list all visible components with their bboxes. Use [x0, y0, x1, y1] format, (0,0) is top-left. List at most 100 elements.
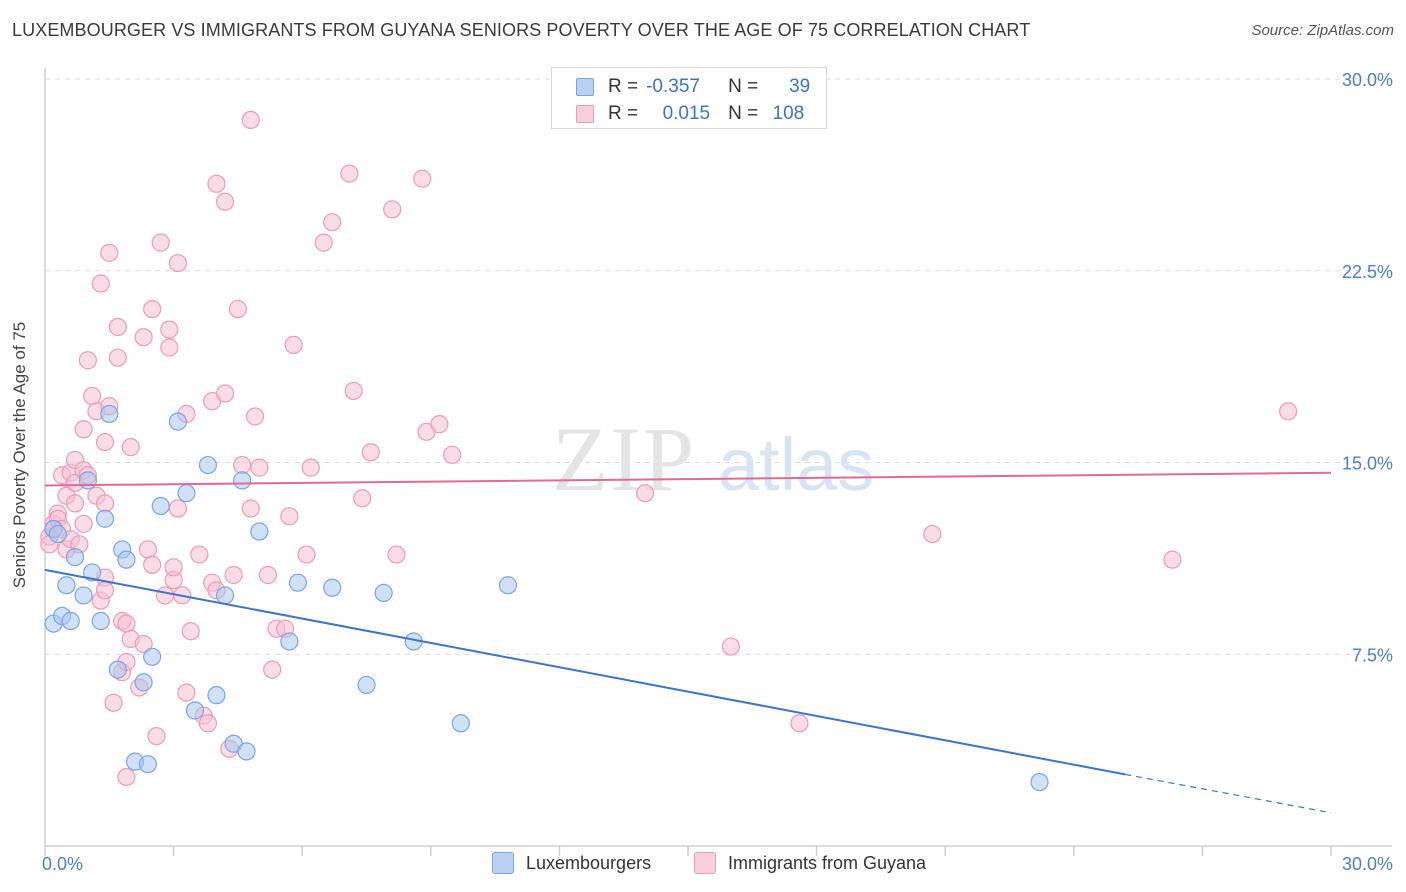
data-point — [91, 611, 110, 631]
data-point — [215, 586, 235, 605]
data-point — [198, 455, 217, 475]
data-point — [280, 632, 299, 651]
luxembourger-trend-line — [44, 568, 1126, 776]
stats-legend: R = -0.357 N = 39 R = 0.015 N = 108 — [551, 67, 827, 129]
data-point — [323, 578, 342, 597]
data-point — [83, 386, 102, 406]
data-point — [361, 443, 380, 462]
data-point — [160, 338, 179, 357]
guyana-points — [40, 110, 1298, 787]
data-point — [190, 545, 209, 564]
data-point — [95, 581, 115, 600]
data-point — [443, 445, 462, 464]
data-point — [250, 458, 269, 477]
data-point — [108, 317, 127, 337]
data-point — [263, 660, 282, 679]
data-point — [224, 565, 243, 585]
data-point — [207, 686, 226, 705]
data-point — [91, 274, 110, 293]
stats-row-luxembourgers: R = -0.357 N = 39 — [576, 75, 810, 99]
data-point — [65, 494, 85, 513]
data-point — [78, 351, 97, 370]
legend-item-luxembourgers: Luxembourgers — [492, 852, 651, 874]
data-point — [233, 455, 252, 475]
data-point — [353, 489, 372, 508]
data-point — [258, 565, 278, 585]
blue-swatch — [576, 78, 594, 96]
data-point — [138, 755, 157, 774]
data-point — [288, 573, 308, 592]
data-point — [164, 558, 183, 577]
r-value: -0.357 — [646, 76, 700, 97]
data-point — [168, 253, 187, 273]
data-point — [61, 611, 80, 631]
series-legend: Luxembourgers Immigrants from Guyana — [0, 852, 1406, 878]
data-point — [198, 714, 217, 733]
watermark: ZIP atlas — [552, 408, 874, 510]
source-credit: Source: ZipAtlas.com — [1251, 22, 1394, 39]
data-point — [74, 514, 93, 533]
data-point — [185, 701, 205, 720]
y-tick-label: 22.5% — [1342, 262, 1393, 282]
data-point — [413, 169, 432, 188]
data-point — [117, 767, 136, 787]
y-tick-label: 7.5% — [1352, 645, 1393, 665]
x-tick-label: 30.0% — [1342, 854, 1393, 874]
data-point — [387, 545, 406, 564]
r-label: R = — [608, 103, 639, 124]
data-point — [228, 300, 247, 319]
data-point — [245, 407, 265, 426]
data-point — [215, 384, 235, 403]
data-point — [168, 499, 187, 518]
data-point — [143, 300, 162, 319]
data-point — [138, 540, 157, 559]
data-point — [108, 348, 127, 367]
guyana-trend-line — [44, 471, 1332, 487]
data-point — [83, 563, 102, 582]
data-point — [215, 192, 235, 211]
data-point — [323, 213, 342, 232]
legend-label: Immigrants from Guyana — [728, 852, 927, 873]
r-label: R = — [608, 76, 639, 97]
data-point — [237, 742, 256, 761]
data-point — [314, 233, 333, 252]
data-point — [74, 420, 93, 439]
watermark-zip: ZIP — [552, 408, 696, 510]
data-point — [284, 335, 303, 354]
chart-title: LUXEMBOURGER VS IMMIGRANTS FROM GUYANA S… — [12, 20, 1031, 40]
data-point — [121, 438, 140, 457]
data-point — [181, 622, 200, 641]
data-point — [143, 647, 162, 666]
r-value: 0.015 — [662, 103, 711, 124]
data-point — [143, 555, 162, 574]
n-label: N = — [728, 76, 759, 97]
data-point — [155, 586, 175, 605]
data-point — [344, 381, 363, 401]
y-tick-label: 15.0% — [1342, 454, 1393, 474]
data-point — [241, 110, 260, 130]
data-point — [78, 471, 97, 490]
data-point — [151, 496, 170, 516]
data-point — [297, 545, 316, 564]
data-point — [160, 320, 179, 339]
x-tick-label: 0.0% — [42, 854, 83, 874]
legend-label: Luxembourgers — [526, 852, 652, 873]
data-point — [168, 412, 187, 431]
luxembourger-trend-extension — [1125, 773, 1332, 814]
grid-lines — [45, 78, 1392, 655]
data-point — [74, 586, 93, 605]
data-point — [104, 693, 123, 712]
n-value: 108 — [772, 103, 805, 124]
data-point — [923, 524, 942, 544]
stats-row-guyana: R = 0.015 N = 108 — [576, 102, 804, 126]
data-point — [721, 637, 740, 656]
data-point — [357, 675, 376, 695]
data-point — [177, 484, 196, 503]
data-point — [147, 726, 166, 746]
axes — [44, 68, 1392, 856]
data-point — [57, 576, 76, 595]
data-point — [1279, 402, 1298, 421]
data-point — [340, 164, 359, 183]
data-point — [636, 484, 655, 503]
